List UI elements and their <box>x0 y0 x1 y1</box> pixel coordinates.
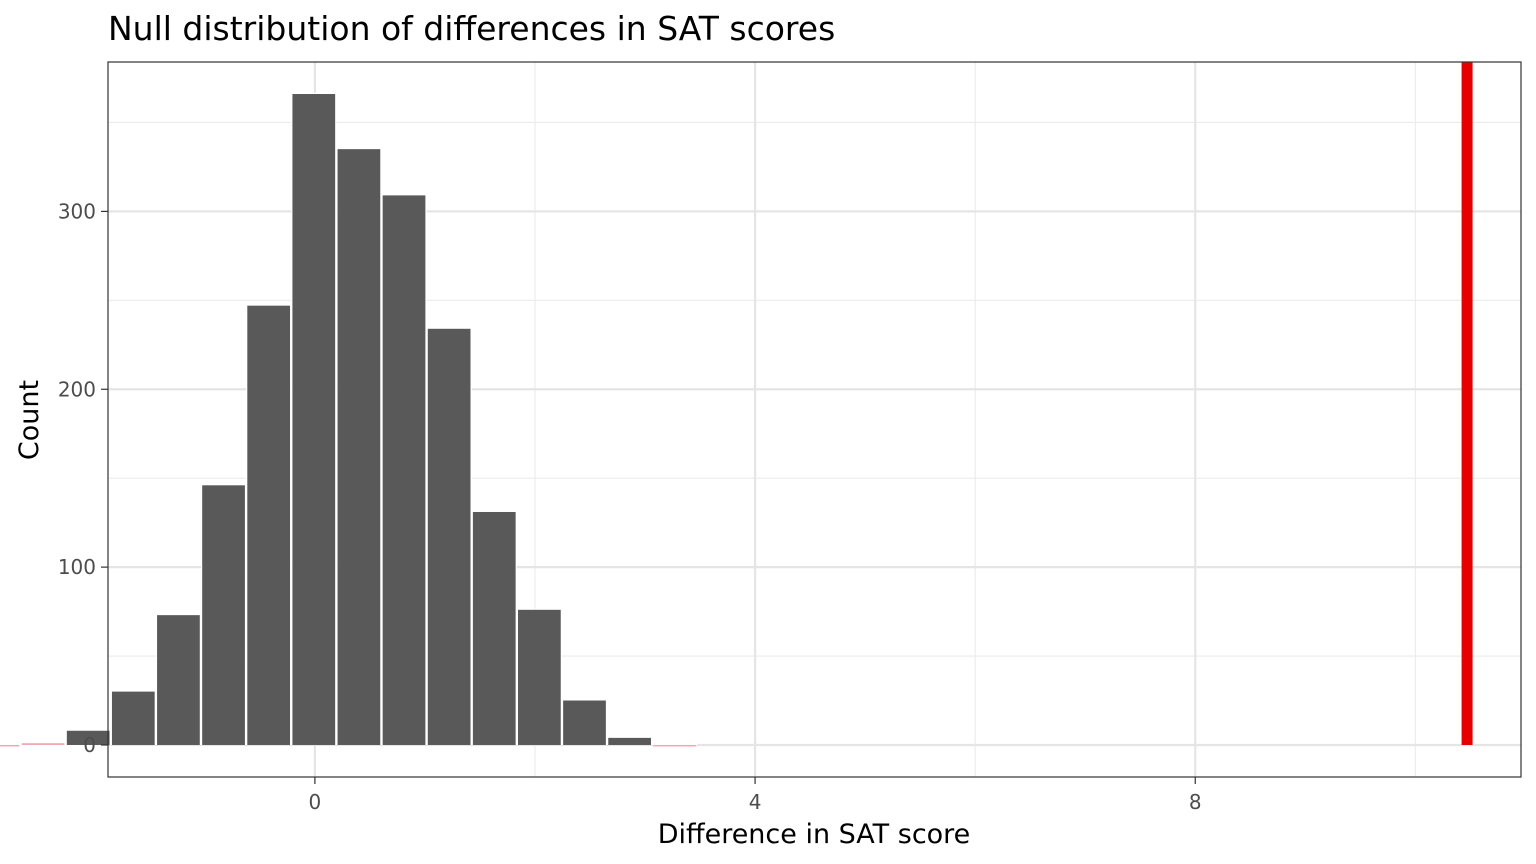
histogram-bar <box>0 744 20 747</box>
histogram-bars <box>0 92 698 747</box>
histogram-bar <box>157 615 200 745</box>
histogram-bar <box>247 305 291 745</box>
histogram-bar <box>21 743 65 745</box>
x-axis: 0 4 8 <box>309 777 1202 814</box>
x-tick-label: 4 <box>749 790 762 814</box>
x-axis-title: Difference in SAT score <box>658 819 971 850</box>
histogram-bar <box>518 609 561 745</box>
y-tick-label: 0 <box>83 733 96 757</box>
panel-border <box>107 61 1522 778</box>
histogram-bar <box>292 94 336 745</box>
y-tick-label: 100 <box>58 555 96 579</box>
histogram-bar <box>563 700 606 745</box>
histogram-bar <box>202 485 245 745</box>
y-tick-label: 300 <box>58 199 96 223</box>
histogram-bar <box>653 744 697 747</box>
y-axis-title: Count <box>14 380 45 460</box>
y-axis: 0 100 200 300 <box>58 199 108 757</box>
observed-statistic-line <box>1461 62 1473 745</box>
histogram-bar-outline <box>0 743 21 745</box>
histogram-bar <box>337 149 381 745</box>
y-tick-label: 200 <box>58 377 96 401</box>
observed-statistic-layer <box>1461 62 1473 745</box>
chart-title: Null distribution of differences in SAT … <box>108 9 835 48</box>
histogram-bar <box>427 328 471 745</box>
x-tick-label: 8 <box>1189 790 1202 814</box>
histogram-bar <box>472 511 516 745</box>
histogram-bar <box>66 730 110 745</box>
x-tick-label: 0 <box>309 790 322 814</box>
histogram-bar <box>111 691 155 745</box>
histogram-bar <box>382 195 426 745</box>
histogram-bar-outline <box>652 743 698 745</box>
histogram-bar <box>608 737 651 745</box>
